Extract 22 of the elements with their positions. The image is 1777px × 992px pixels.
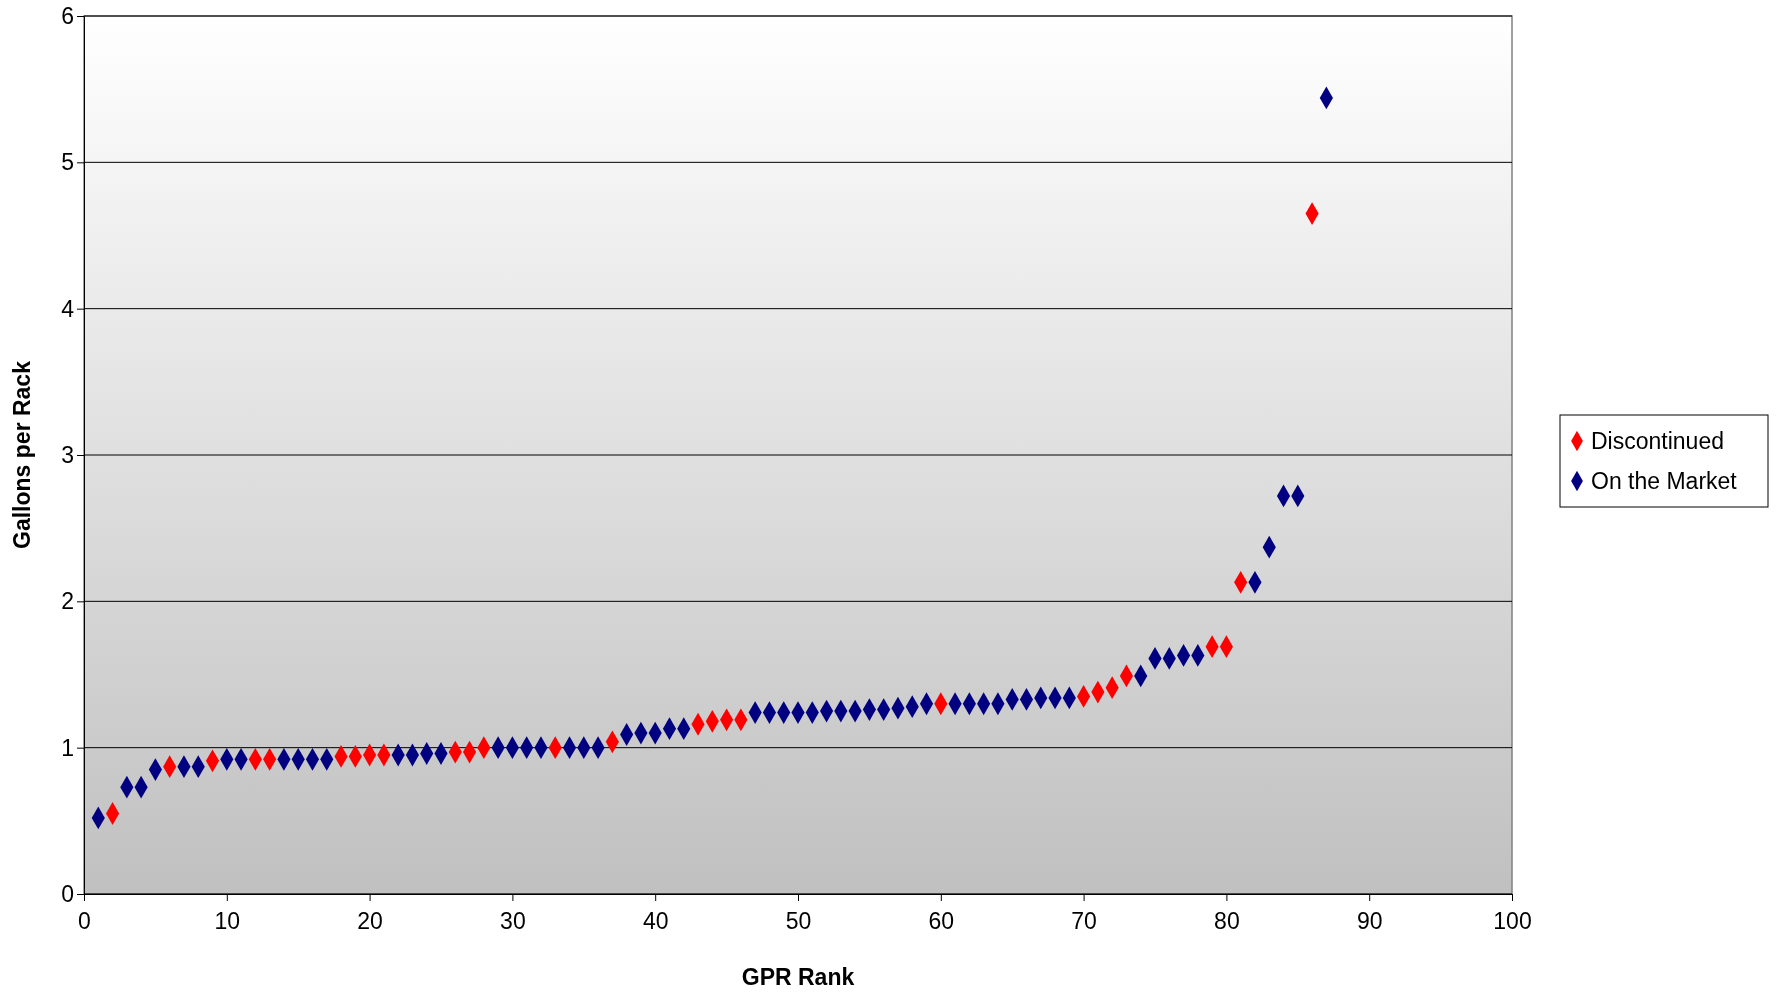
x-tick-label: 20 [357, 908, 383, 935]
x-axis-title: GPR Rank [741, 964, 855, 990]
y-tick-label: 1 [61, 734, 74, 761]
x-tick-label: 80 [1214, 908, 1240, 935]
x-tick-label: 100 [1493, 908, 1532, 935]
legend-label: On the Market [1591, 468, 1738, 494]
x-tick-label: 90 [1356, 908, 1383, 935]
x-tick-label: 10 [214, 908, 241, 935]
y-tick-label: 0 [61, 880, 74, 907]
y-tick-label: 4 [61, 295, 75, 322]
y-axis-title: Gallons per Rack [9, 360, 35, 549]
x-tick-label: 30 [500, 908, 526, 935]
x-tick-label: 0 [78, 908, 91, 935]
y-tick-label: 5 [61, 149, 74, 176]
y-tick-label: 3 [61, 441, 74, 468]
x-tick-label: 60 [928, 908, 955, 935]
x-tick-label: 70 [1071, 908, 1097, 935]
y-tick-label: 6 [61, 2, 74, 29]
x-tick-label: 40 [642, 908, 669, 935]
legend-label: Discontinued [1591, 428, 1724, 454]
y-tick-label: 2 [61, 588, 74, 615]
x-tick-label: 50 [785, 908, 812, 935]
